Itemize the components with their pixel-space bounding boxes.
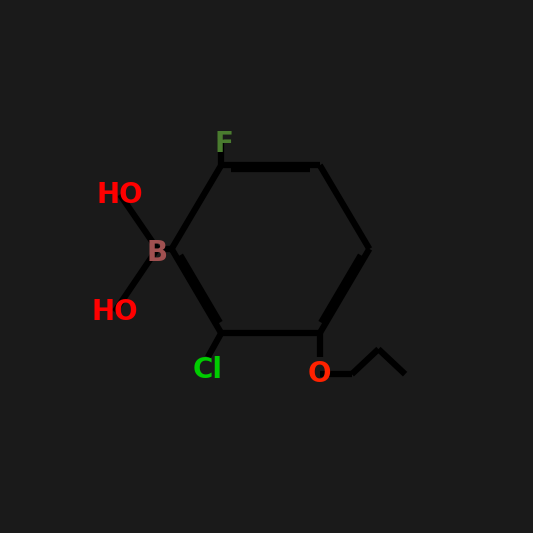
Text: Cl: Cl: [193, 357, 223, 384]
Text: B: B: [147, 239, 168, 267]
Text: F: F: [214, 130, 233, 158]
Text: O: O: [308, 360, 332, 388]
Text: HO: HO: [96, 181, 143, 208]
Text: HO: HO: [91, 298, 138, 326]
